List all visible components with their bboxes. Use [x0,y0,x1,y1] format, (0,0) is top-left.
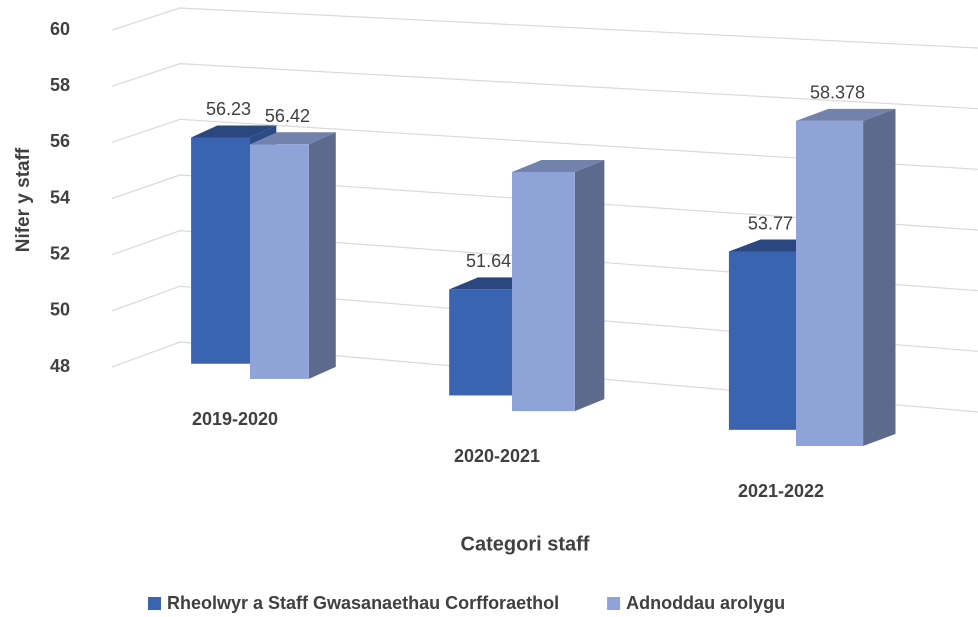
y-axis-title: Nifer y staff [13,147,34,252]
y-tick-label: 52 [50,243,70,263]
y-tick-label: 48 [50,356,70,376]
bar-front [250,144,309,379]
x-axis-title: Categori staff [461,533,590,555]
bar-top [796,108,896,121]
data-label: 56.23 [206,99,251,119]
grid-line [111,341,978,413]
bar [796,108,896,447]
bar-top [512,159,605,172]
x-tick-label: 2021-2022 [738,481,824,501]
grid-line [111,7,978,49]
grid-line [111,174,978,231]
bar-front [796,120,864,447]
data-label: 51.64 [466,251,511,271]
bar-top [250,132,336,145]
data-label: 56.42 [265,106,310,126]
grid-line [111,63,978,110]
bar-front [191,137,250,364]
bar [512,159,605,412]
x-tick-label: 2020-2021 [454,446,540,466]
x-tick-label: 2019-2020 [192,409,278,429]
grid-line [111,118,978,170]
bar-side [308,132,336,379]
y-tick-label: 58 [50,75,70,95]
y-tick-label: 50 [50,300,70,320]
data-label: 53.77 [748,213,793,233]
legend-swatch [607,597,621,610]
data-label: 58.378 [810,83,865,103]
bar-front [728,251,796,430]
legend-label: Adnoddau arolygu [626,593,785,613]
y-tick-label: 54 [50,187,70,207]
legend-label: Rheolwyr a Staff Gwasanaethau Corfforaet… [167,593,559,613]
grid-line [111,285,978,352]
y-tick-label: 56 [50,131,70,151]
bar-top [191,125,277,138]
bar-side [574,159,605,412]
bar-front [449,289,512,396]
bar [250,132,336,379]
grid-line [111,230,978,292]
bar-side [863,108,896,447]
bar-front [512,171,575,412]
legend-swatch [148,597,161,610]
y-tick-label: 60 [50,19,70,39]
